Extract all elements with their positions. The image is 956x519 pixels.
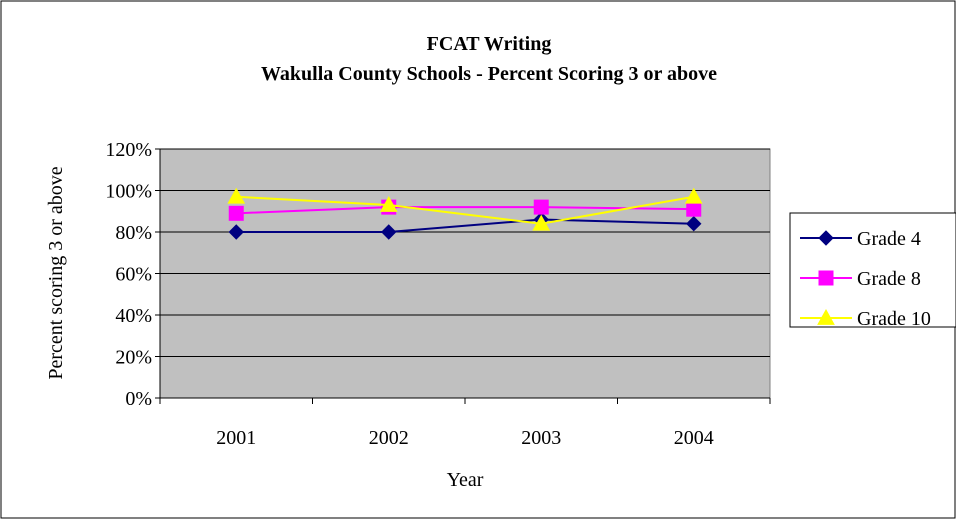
series-line-grade-4 (236, 218, 694, 233)
y-axis-ticks: 0% 20% 40% 60% 80% 100% 120% (105, 139, 160, 410)
y-tick-label: 0% (125, 388, 152, 410)
series-line-grade-10 (236, 195, 694, 225)
data-point-grade-8 (228, 205, 244, 221)
legend-marker-grade-4 (818, 230, 834, 246)
y-axis-title: Percent scoring 3 or above (45, 166, 67, 379)
data-point-grade-10 (532, 214, 551, 231)
data-point-grade-10 (379, 195, 398, 212)
y-tick-label: 60% (115, 264, 152, 286)
x-tick-label: 2001 (216, 427, 256, 449)
y-tick-label: 120% (105, 139, 152, 161)
legend-box (789, 212, 956, 328)
series-line-grade-8 (236, 206, 694, 215)
legend-label-grade-10: Grade 10 (857, 308, 931, 330)
legend-label-grade-8: Grade 8 (857, 268, 921, 290)
x-tick-label: 2004 (674, 427, 714, 449)
legend-marker-grade-8 (818, 270, 834, 286)
series-group (227, 187, 703, 240)
legend: Grade 4 Grade 8 Grade 10 (789, 212, 956, 330)
data-point-grade-4 (381, 224, 397, 240)
legend-marker-grade-10 (817, 308, 835, 325)
legend-item-grade-4: Grade 4 (800, 228, 921, 250)
y-tick-label: 40% (115, 305, 152, 327)
y-tick-label: 20% (115, 347, 152, 369)
x-tick-label: 2002 (369, 427, 409, 449)
legend-item-grade-10: Grade 10 (800, 308, 931, 330)
data-point-grade-10 (684, 187, 703, 204)
chart-title: FCAT Writing (427, 33, 552, 55)
data-point-grade-8 (533, 199, 549, 215)
y-tick-label: 80% (115, 222, 152, 244)
x-tick-label: 2003 (521, 427, 561, 449)
chart-subtitle: Wakulla County Schools - Percent Scoring… (261, 63, 717, 85)
y-tick-label: 100% (105, 181, 152, 203)
data-point-grade-4 (228, 224, 244, 240)
x-axis-title: Year (447, 469, 484, 491)
data-point-grade-4 (686, 215, 702, 232)
data-point-grade-10 (227, 187, 246, 204)
data-point-grade-8 (686, 201, 702, 217)
x-axis-ticks: 2001 2002 2003 2004 (159, 398, 771, 449)
series-grade-10 (227, 187, 703, 231)
legend-label-grade-4: Grade 4 (857, 228, 921, 250)
legend-item-grade-8: Grade 8 (800, 268, 921, 290)
gridlines (160, 148, 770, 357)
